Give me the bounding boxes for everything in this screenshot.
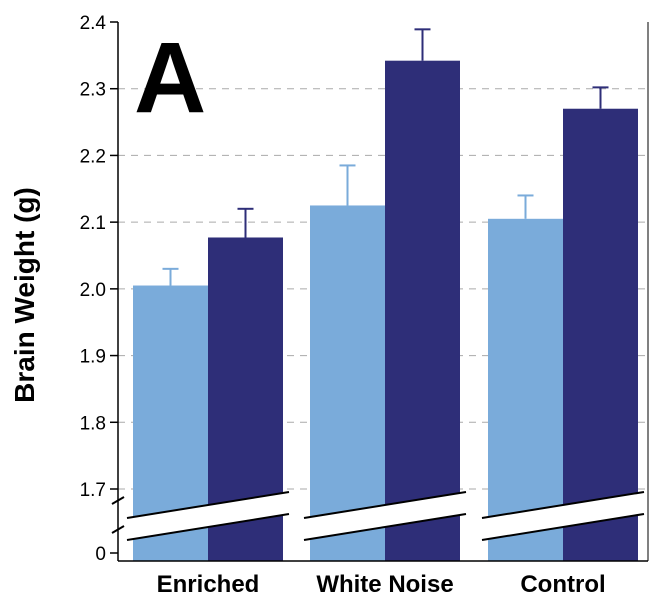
- bar-light-2: [488, 218, 563, 562]
- y-tick-label: 2.1: [80, 213, 106, 234]
- y-tick-label: 1.9: [80, 347, 106, 368]
- y-tick-label: 2.2: [80, 146, 106, 167]
- y-ticks: 2.4 2.3 2.2 2.1 2.0 1.9 1.8 1.7 0: [80, 13, 118, 565]
- y-tick-label: 1.8: [80, 413, 106, 434]
- break-band-0-fill: [127, 492, 289, 540]
- break-band-0-bottom-line: [126, 513, 290, 541]
- x-category-label: White Noise: [316, 571, 453, 598]
- y-tick-label: 2.3: [80, 80, 106, 101]
- bar-dark-2: [563, 108, 638, 561]
- break-band-2-fill: [482, 492, 644, 540]
- y-axis-title: Brain Weight (g): [9, 187, 40, 403]
- axis-break: [111, 491, 645, 541]
- panel-label: A: [134, 22, 206, 134]
- y-tick-label: 2.0: [80, 280, 106, 301]
- y-tick-label: 2.4: [80, 13, 107, 34]
- break-band-1-fill: [304, 492, 466, 540]
- bar-dark-1: [385, 60, 460, 562]
- bar-light-1: [310, 205, 385, 561]
- x-category-label: Enriched: [157, 571, 260, 598]
- break-band-1-top-line: [303, 491, 467, 519]
- x-category-labels: Enriched White Noise Control: [157, 571, 606, 598]
- bars: [133, 28, 638, 562]
- break-band-0-top-line: [126, 491, 290, 519]
- axes: [117, 22, 649, 562]
- x-category-label: Control: [520, 571, 605, 598]
- break-band-2-bottom-line: [481, 513, 645, 541]
- break-band-1-bottom-line: [303, 513, 467, 541]
- break-band-2-top-line: [481, 491, 645, 519]
- y-tick-label: 0: [95, 544, 106, 565]
- y-tick-label: 1.7: [80, 480, 106, 501]
